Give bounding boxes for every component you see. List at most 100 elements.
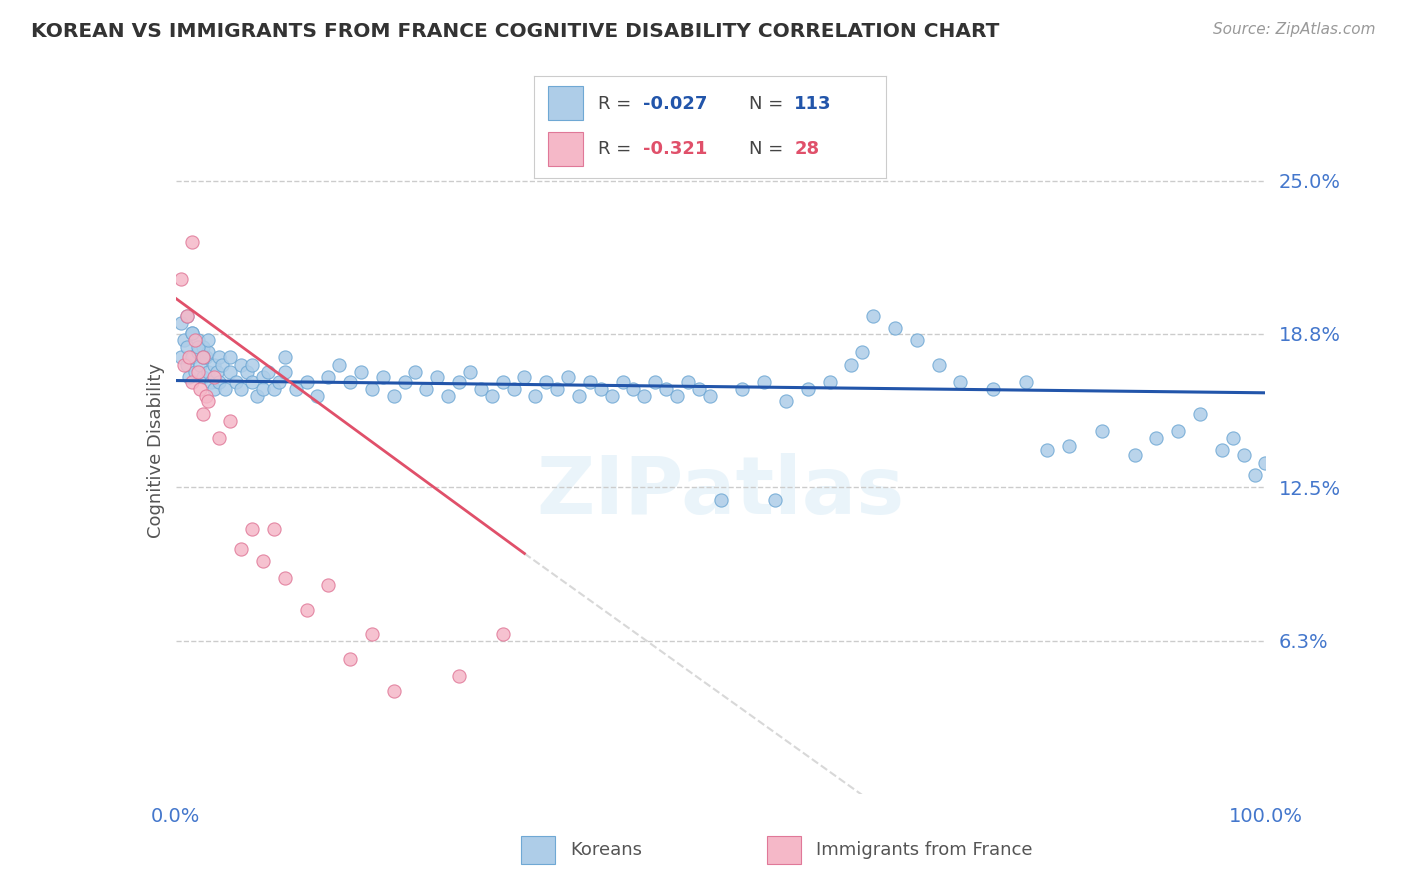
- Point: [470, 382, 492, 396]
- Point: [173, 358, 195, 372]
- Point: [181, 326, 204, 340]
- Point: [195, 389, 218, 403]
- Point: [200, 375, 222, 389]
- Text: N =: N =: [748, 140, 789, 158]
- Point: [240, 358, 263, 372]
- Text: ZIPatlas: ZIPatlas: [537, 452, 904, 531]
- Point: [231, 382, 253, 396]
- Point: [360, 627, 382, 641]
- Point: [949, 375, 972, 389]
- Point: [666, 389, 689, 403]
- Point: [176, 309, 198, 323]
- Point: [231, 358, 253, 372]
- Point: [177, 369, 200, 384]
- Point: [1222, 431, 1244, 445]
- Point: [1167, 424, 1189, 438]
- Point: [492, 375, 515, 389]
- Point: [644, 375, 666, 389]
- Point: [568, 389, 591, 403]
- Point: [481, 389, 503, 403]
- Point: [328, 358, 350, 372]
- Point: [170, 351, 193, 365]
- Point: [405, 365, 427, 379]
- Text: R =: R =: [598, 95, 637, 112]
- Point: [191, 341, 214, 355]
- Point: [191, 351, 214, 365]
- Point: [534, 375, 557, 389]
- Point: [579, 375, 602, 389]
- Point: [382, 683, 405, 698]
- Point: [394, 375, 416, 389]
- Point: [1243, 467, 1265, 482]
- Point: [208, 431, 231, 445]
- Point: [252, 369, 274, 384]
- Text: N =: N =: [748, 95, 789, 112]
- Point: [775, 394, 797, 409]
- Point: [841, 358, 863, 372]
- Point: [1123, 448, 1146, 462]
- Point: [205, 365, 228, 379]
- Point: [339, 375, 361, 389]
- Point: [1057, 439, 1080, 453]
- Point: [170, 316, 193, 330]
- Point: [884, 321, 907, 335]
- Point: [269, 375, 291, 389]
- Point: [188, 358, 211, 372]
- Point: [513, 369, 536, 384]
- Point: [176, 358, 198, 372]
- Point: [176, 309, 198, 323]
- Point: [633, 389, 655, 403]
- Point: [557, 369, 579, 384]
- Point: [710, 492, 733, 507]
- Point: [186, 365, 209, 379]
- Point: [191, 369, 214, 384]
- Point: [818, 375, 841, 389]
- Point: [177, 351, 200, 365]
- Point: [754, 375, 776, 389]
- Point: [202, 369, 225, 384]
- Point: [1254, 456, 1277, 470]
- Point: [502, 382, 524, 396]
- Point: [458, 365, 481, 379]
- Text: -0.027: -0.027: [644, 95, 707, 112]
- Point: [191, 407, 214, 421]
- Point: [318, 578, 340, 592]
- Point: [214, 382, 236, 396]
- Point: [699, 389, 721, 403]
- Point: [274, 351, 297, 365]
- Point: [763, 492, 786, 507]
- Point: [208, 375, 231, 389]
- Point: [981, 382, 1004, 396]
- Point: [202, 358, 225, 372]
- Point: [197, 394, 219, 409]
- Point: [731, 382, 754, 396]
- FancyBboxPatch shape: [548, 132, 583, 166]
- Point: [186, 333, 209, 347]
- Y-axis label: Cognitive Disability: Cognitive Disability: [146, 363, 165, 538]
- Point: [851, 345, 873, 359]
- Point: [274, 571, 297, 585]
- Point: [219, 365, 242, 379]
- Point: [612, 375, 634, 389]
- Point: [382, 389, 405, 403]
- Point: [181, 351, 204, 365]
- Point: [688, 382, 710, 396]
- FancyBboxPatch shape: [520, 836, 555, 863]
- Point: [492, 627, 515, 641]
- Point: [257, 365, 280, 379]
- Point: [862, 309, 884, 323]
- Point: [211, 358, 233, 372]
- Point: [415, 382, 437, 396]
- Point: [173, 333, 195, 347]
- Point: [676, 375, 699, 389]
- Point: [360, 382, 382, 396]
- Point: [589, 382, 612, 396]
- Point: [252, 554, 274, 568]
- Point: [339, 652, 361, 666]
- Point: [176, 341, 198, 355]
- Point: [524, 389, 547, 403]
- Point: [437, 389, 460, 403]
- Point: [1189, 407, 1212, 421]
- Point: [655, 382, 678, 396]
- Point: [181, 375, 204, 389]
